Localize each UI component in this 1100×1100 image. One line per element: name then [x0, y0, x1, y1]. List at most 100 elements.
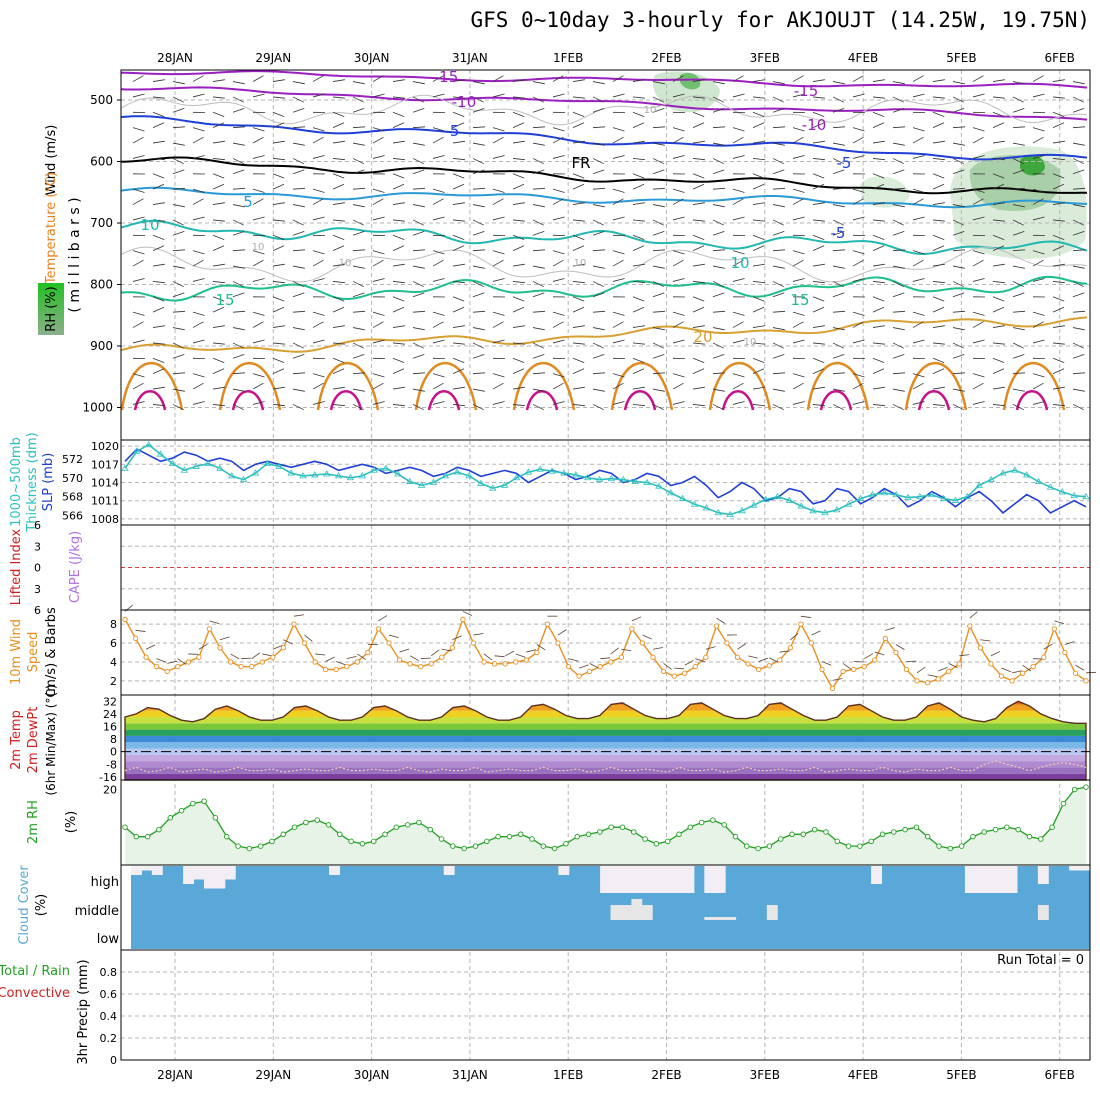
wind-barb	[1072, 354, 1085, 359]
wind-barb	[552, 339, 565, 344]
wind-barb	[292, 354, 305, 359]
wind-barb	[672, 401, 685, 405]
wind-barb	[132, 401, 145, 405]
wind-barb	[872, 368, 885, 375]
wind-barb	[352, 204, 365, 208]
wind-barb	[1012, 265, 1025, 269]
wind-barb	[672, 373, 685, 378]
wind-barb	[232, 231, 245, 236]
wind-barb	[232, 354, 245, 359]
wind-barb	[472, 310, 486, 313]
cloud-high-gap	[714, 866, 726, 893]
wind-barb	[212, 357, 225, 363]
surface-wind-barb	[1011, 670, 1022, 674]
wind-barb	[272, 158, 285, 161]
wind-barb	[292, 265, 305, 269]
wind-barb	[652, 354, 665, 359]
wind-barb	[1012, 158, 1024, 165]
wind-barb	[612, 93, 625, 98]
wind-barb	[512, 111, 525, 117]
wind-barb	[1032, 311, 1045, 316]
wind-barb	[772, 281, 784, 288]
wind-barb	[412, 204, 425, 208]
thickness-point	[928, 491, 936, 498]
contour-label: 10	[140, 216, 159, 234]
cloud-high-gap	[975, 866, 987, 893]
wind-barb	[752, 219, 765, 222]
wind-barb	[852, 93, 865, 98]
wind-barb	[152, 404, 165, 407]
wind-barb	[952, 204, 965, 208]
wind-barb	[172, 310, 186, 313]
wind-barb	[512, 404, 525, 407]
cloud-axis-label: Cloud Cover	[17, 865, 32, 945]
wind-speed-point	[555, 640, 561, 646]
cloud-high-gap	[704, 866, 716, 893]
rh-point	[1049, 824, 1055, 830]
wind-speed-point	[196, 654, 202, 660]
wind-barb	[652, 126, 666, 129]
wind-barb	[372, 155, 385, 159]
thickness-point	[714, 508, 722, 516]
wind-barb	[512, 306, 525, 313]
wind-barb	[452, 368, 465, 375]
wind-barb	[972, 250, 985, 255]
slp-axis-label: SLP (mb)	[41, 453, 56, 512]
thickness-point	[168, 459, 177, 467]
surface-wind-barb	[272, 645, 283, 650]
thickness-point	[1034, 477, 1043, 484]
wind-barb	[632, 79, 645, 82]
thickness-point	[1082, 492, 1090, 500]
wind-barb	[832, 81, 845, 85]
wind-barb	[232, 281, 244, 288]
wind-barb	[832, 96, 844, 103]
thickness-point	[263, 459, 272, 467]
wind-barb	[992, 357, 1005, 363]
wind-barb	[752, 357, 765, 363]
date-label-bottom: 3FEB	[750, 1068, 780, 1082]
panel-frame-precip	[120, 949, 1091, 1061]
wind-barb	[752, 386, 765, 390]
surface-wind-barb	[304, 634, 313, 642]
wind-barb	[1012, 354, 1025, 359]
wind-barb	[1032, 93, 1045, 98]
wind-barb	[192, 155, 205, 159]
wind-barb	[152, 234, 165, 240]
surface-wind-barb	[494, 655, 505, 658]
wind-barb	[572, 140, 585, 144]
wind-barb	[952, 310, 966, 313]
wind-barb	[212, 111, 225, 117]
wind-barb	[332, 368, 345, 375]
surface-wind-barb	[938, 666, 948, 672]
wind-barb	[612, 278, 625, 282]
surface-wind-barb	[346, 656, 357, 660]
wind-barb	[612, 216, 625, 221]
wind-barb	[452, 357, 465, 363]
cloud-high-gap	[641, 866, 653, 893]
temperature-axis-label: Temperature (°C)	[44, 172, 59, 285]
rh-point	[212, 815, 219, 821]
rh-point	[551, 845, 558, 852]
cloud-mid-gap	[610, 905, 622, 920]
thickness-point	[500, 481, 509, 488]
wind-barb	[952, 158, 964, 165]
surface-wind-barb	[357, 653, 366, 660]
date-label-bottom: 6FEB	[1045, 1068, 1075, 1082]
wind-barb	[992, 111, 1005, 117]
wind-barb	[772, 108, 785, 113]
wind-barb	[272, 96, 285, 99]
surface-wind-barb	[737, 643, 747, 650]
thickness-point	[1022, 471, 1031, 478]
wind-barb	[392, 325, 405, 328]
wind-barb	[1012, 388, 1025, 392]
wind-barb	[172, 372, 186, 375]
wind-barb	[652, 231, 665, 236]
wind-barb	[192, 198, 204, 205]
wind-barb	[412, 388, 425, 392]
wind-barb	[372, 250, 385, 255]
wind-barb	[632, 342, 645, 345]
wind-barb	[1072, 249, 1086, 252]
slp-tick-label: 1011	[91, 495, 119, 508]
isotherm-25-dome	[512, 362, 576, 411]
wind-barb	[252, 373, 265, 378]
